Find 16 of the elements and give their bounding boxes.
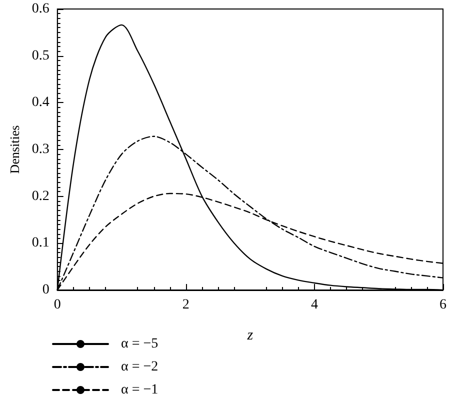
y-tick-label: 0.5 (32, 48, 50, 64)
x-tick-label: 4 (310, 298, 318, 312)
y-tick-label: 0.4 (32, 95, 50, 110)
x-axis-title: z (246, 328, 254, 344)
x-tick-label: 0 (54, 298, 61, 312)
y-tick-label: 0.6 (32, 2, 50, 16)
legend-label: α = −5 (121, 336, 158, 352)
legend-label: α = −1 (121, 382, 158, 398)
x-tick-label: 6 (440, 298, 446, 312)
y-tick-label: 0.1 (32, 236, 50, 251)
legend-label: α = −2 (121, 360, 158, 374)
y-tick-label: 0.3 (32, 142, 50, 157)
y-axis-title: Densities (7, 125, 22, 174)
y-tick-label: 0.2 (32, 188, 50, 204)
x-tick-label: 2 (182, 298, 190, 312)
y-tick-label: 0 (42, 282, 50, 298)
